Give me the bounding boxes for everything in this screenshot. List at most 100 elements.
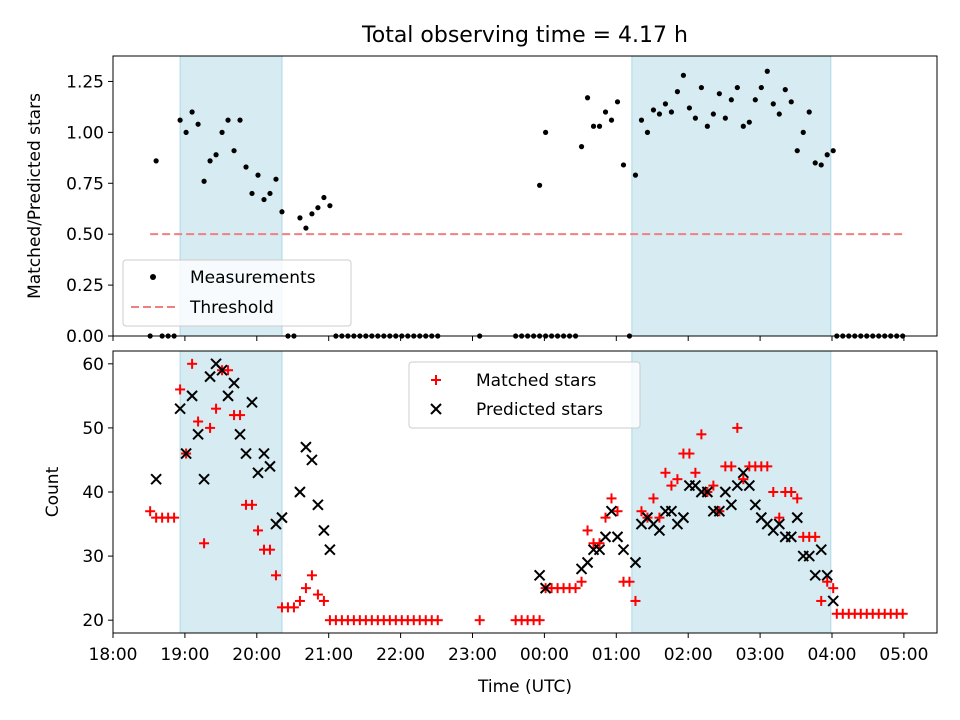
predicted-star-point-b <box>599 531 612 543</box>
measurement-point <box>824 152 830 158</box>
measurement-point <box>195 121 201 127</box>
predicted-star-point <box>731 479 744 492</box>
measurement-point <box>686 105 692 111</box>
measurement-point <box>776 111 782 117</box>
predicted-star-point <box>743 479 756 492</box>
x-tick-label: 03:00 <box>736 645 785 665</box>
predicted-star-point-b <box>815 543 827 556</box>
matched-star-point <box>624 576 635 587</box>
predicted-star-point-b <box>246 396 258 408</box>
predicted-star-point <box>276 511 288 524</box>
shaded-interval <box>631 55 832 337</box>
measurement-point <box>740 123 746 129</box>
y-tick-label: 1.00 <box>66 123 104 143</box>
matched-star-point <box>582 525 593 536</box>
y-tick-label: 0.75 <box>66 174 104 194</box>
bottom-marks <box>145 358 908 626</box>
predicted-star-point <box>318 524 330 537</box>
predicted-star-point-b <box>665 505 678 517</box>
predicted-star-point <box>725 499 738 511</box>
measurement-point <box>656 111 663 117</box>
predicted-star-point-b <box>180 447 192 460</box>
predicted-star-point-b <box>755 511 768 524</box>
matched-star-point <box>660 467 671 478</box>
measurement-point <box>219 129 225 135</box>
measurement-point <box>231 148 237 154</box>
measurement-point <box>273 176 279 182</box>
predicted-star-point <box>617 543 630 556</box>
measurement-point <box>189 109 195 115</box>
predicted-star-point-b <box>719 486 732 498</box>
predicted-star-point <box>186 390 198 402</box>
measurement-point <box>716 91 722 97</box>
matched-star-point <box>300 583 311 594</box>
predicted-star-point-b <box>324 543 336 556</box>
predicted-star-point-b <box>827 595 839 607</box>
measurement-point <box>644 129 651 135</box>
matched-star-point <box>318 595 329 606</box>
predicted-star-point-b <box>186 390 198 402</box>
predicted-star-point-b <box>605 505 618 517</box>
matched-star-point <box>738 474 749 485</box>
matched-star-point <box>762 461 773 472</box>
measurement-point <box>692 115 698 121</box>
y-tick-label: 0.00 <box>66 327 104 347</box>
x-tick-label: 01:00 <box>592 645 641 665</box>
predicted-star-point <box>653 524 666 537</box>
matched-star-point <box>594 538 605 549</box>
matched-star-point <box>690 467 701 478</box>
measurement-point <box>818 162 824 168</box>
matched-star-point <box>666 480 677 491</box>
predicted-star-point-b <box>174 402 186 415</box>
matched-star-point <box>534 615 545 626</box>
measurement-point <box>680 72 687 78</box>
top-legend-box <box>122 259 352 327</box>
measurement-point <box>770 101 776 107</box>
matched-star-point <box>187 358 198 369</box>
measurement-point <box>584 95 591 101</box>
measurement-point <box>674 89 681 95</box>
top-y-axis-label: Matched/Predicted stars <box>25 93 45 299</box>
matched-star-point <box>211 403 222 414</box>
bottom-axes-frame <box>112 350 938 634</box>
matched-star-point <box>175 384 186 395</box>
matched-star-point <box>774 512 785 523</box>
predicted-star-point <box>216 364 228 376</box>
matched-star-point <box>726 461 737 472</box>
predicted-star-point <box>533 569 546 582</box>
measurement-point <box>764 68 770 74</box>
matched-star-point <box>432 615 443 626</box>
predicted-star-point <box>593 543 606 556</box>
measurement-point <box>590 123 597 129</box>
measurement-point <box>806 109 812 115</box>
matched-star-point <box>612 506 623 517</box>
measurement-point <box>327 203 333 209</box>
predicted-star-point-b <box>689 479 702 492</box>
predicted-star-point-b <box>228 377 240 389</box>
matched-star-point <box>810 531 821 542</box>
predicted-star-point <box>240 447 252 460</box>
predicted-star-point <box>827 595 839 607</box>
y-tick-label: 40 <box>82 483 104 503</box>
predicted-star-point <box>198 473 210 485</box>
matched-star-point <box>822 576 833 587</box>
measurement-point <box>183 129 189 135</box>
measurement-point <box>668 109 675 115</box>
matched-star-point <box>205 422 216 433</box>
predicted-star-point-b <box>318 524 330 537</box>
predicted-star-point <box>306 454 318 466</box>
measurement-point <box>279 209 285 215</box>
y-tick-label: 20 <box>82 611 104 631</box>
matched-star-point <box>288 602 299 613</box>
measurement-point <box>758 84 764 91</box>
matched-star-point <box>193 416 204 427</box>
measurement-point <box>782 87 788 93</box>
measurement-point <box>638 117 645 123</box>
matched-star-point <box>252 525 263 536</box>
shaded-interval <box>631 350 832 634</box>
predicted-star-point-b <box>264 460 276 473</box>
predicted-star-point <box>785 531 797 543</box>
legend-predicted-marker <box>430 403 442 415</box>
predicted-star-point-b <box>731 479 744 492</box>
legend-measurements-label: Measurements <box>190 268 316 288</box>
